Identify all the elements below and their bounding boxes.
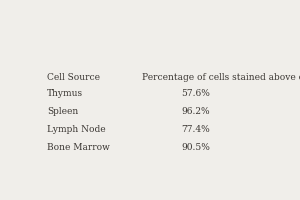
Text: Lymph Node: Lymph Node [47,125,105,134]
Text: 90.5%: 90.5% [182,143,211,152]
Text: 77.4%: 77.4% [182,125,210,134]
Text: Thymus: Thymus [47,89,83,98]
Text: 96.2%: 96.2% [182,107,210,116]
Text: Bone Marrow: Bone Marrow [47,143,110,152]
Text: 57.6%: 57.6% [182,89,211,98]
Text: Percentage of cells stained above control:: Percentage of cells stained above contro… [142,73,300,82]
Text: Spleen: Spleen [47,107,78,116]
Text: Cell Source: Cell Source [47,73,100,82]
